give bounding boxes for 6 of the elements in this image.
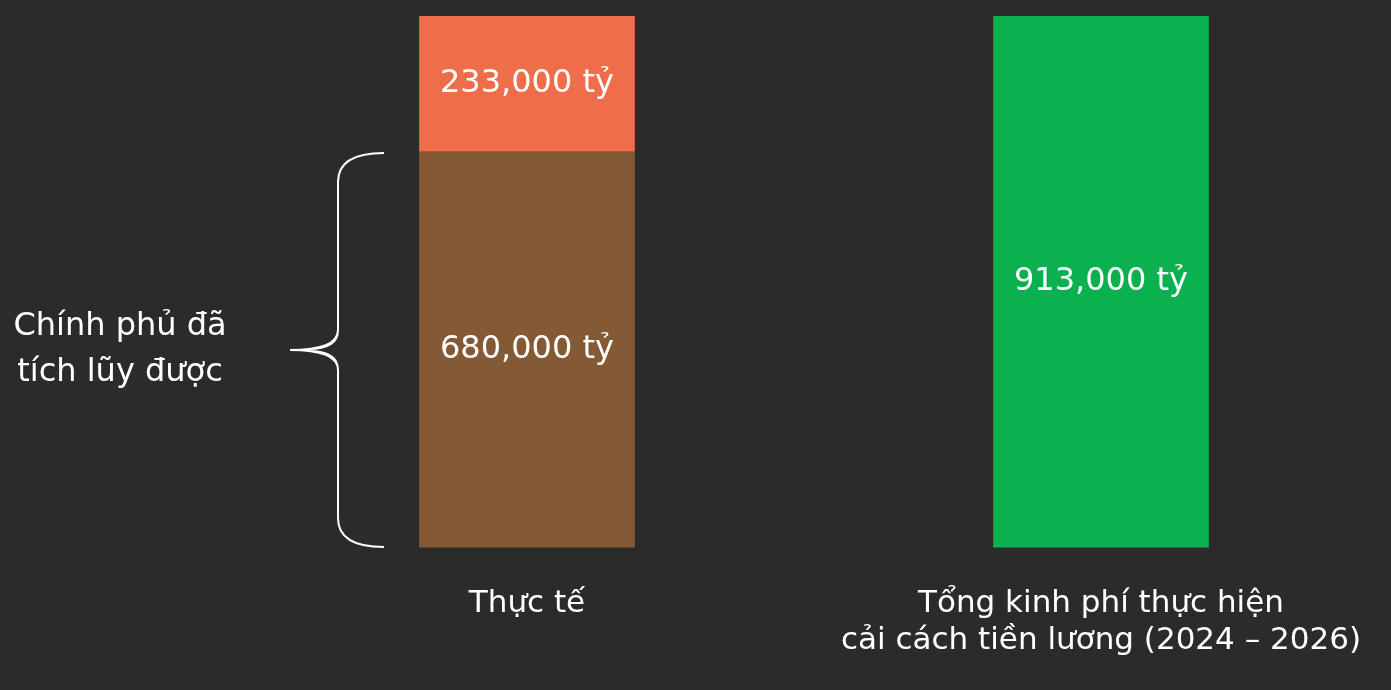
text: Chính phủ đã tích lũy được [13,304,227,389]
x-tick-label: Tổng kinh phí thực hiện cải cách tiền lương (2024 – 2026) [840,583,1361,657]
x-tick-label: Thực tế [467,583,587,620]
data-label: 913,000 tỷ [1014,260,1188,299]
data-label: 233,000 tỷ [440,62,614,101]
data-label: 680,000 tỷ [440,327,614,366]
